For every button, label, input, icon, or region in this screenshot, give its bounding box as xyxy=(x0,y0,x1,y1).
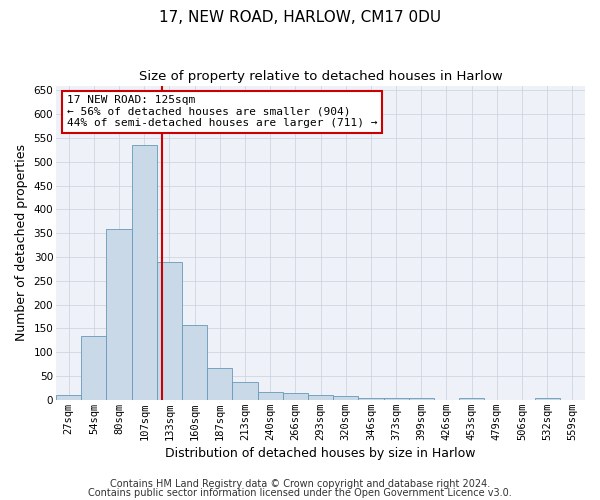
Bar xyxy=(409,398,434,400)
Bar xyxy=(383,398,409,400)
Bar xyxy=(459,398,484,400)
Bar xyxy=(131,145,157,400)
Bar xyxy=(308,395,333,400)
Bar xyxy=(283,393,308,400)
Bar xyxy=(157,262,182,400)
Title: Size of property relative to detached houses in Harlow: Size of property relative to detached ho… xyxy=(139,70,502,83)
Bar xyxy=(232,382,257,400)
Text: 17, NEW ROAD, HARLOW, CM17 0DU: 17, NEW ROAD, HARLOW, CM17 0DU xyxy=(159,10,441,25)
Bar xyxy=(535,398,560,400)
Bar xyxy=(207,368,232,400)
Bar xyxy=(182,325,207,400)
X-axis label: Distribution of detached houses by size in Harlow: Distribution of detached houses by size … xyxy=(165,447,476,460)
Bar xyxy=(257,392,283,400)
Bar xyxy=(106,230,131,400)
Bar xyxy=(358,398,383,400)
Bar xyxy=(56,395,81,400)
Text: Contains HM Land Registry data © Crown copyright and database right 2024.: Contains HM Land Registry data © Crown c… xyxy=(110,479,490,489)
Y-axis label: Number of detached properties: Number of detached properties xyxy=(15,144,28,341)
Text: Contains public sector information licensed under the Open Government Licence v3: Contains public sector information licen… xyxy=(88,488,512,498)
Bar xyxy=(81,336,106,400)
Bar xyxy=(333,396,358,400)
Text: 17 NEW ROAD: 125sqm
← 56% of detached houses are smaller (904)
44% of semi-detac: 17 NEW ROAD: 125sqm ← 56% of detached ho… xyxy=(67,95,377,128)
